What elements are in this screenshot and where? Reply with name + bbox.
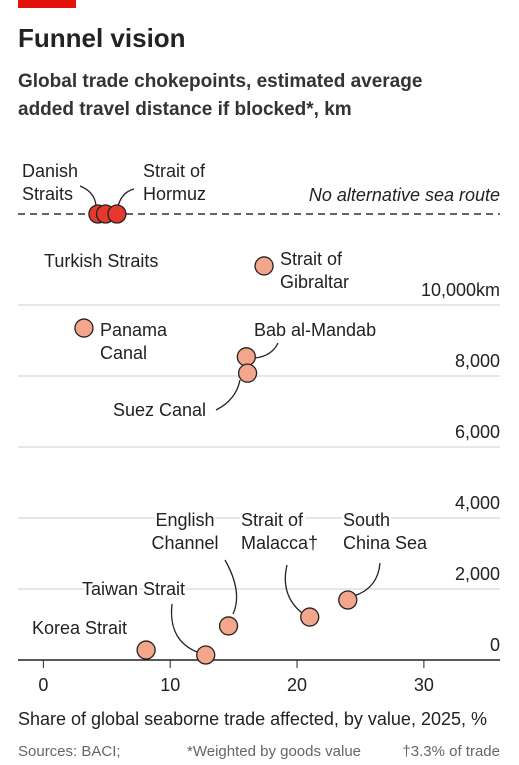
point-label: Bab al-Mandab [254, 320, 376, 340]
point [196, 645, 216, 665]
x-axis-label: Share of global seaborne trade affected,… [18, 709, 487, 729]
point-label: Hormuz [143, 184, 206, 204]
point-label: South [343, 510, 390, 530]
footnote: †3.3% of trade [402, 743, 500, 760]
point [107, 204, 127, 224]
y-tick-label: 0 [490, 635, 500, 655]
point-label: Panama [100, 320, 168, 340]
brand-bar [18, 0, 76, 8]
point-label: Taiwan Strait [82, 579, 185, 599]
leader-line [353, 562, 381, 597]
point [338, 590, 358, 610]
footnote: *Weighted by goods value [187, 743, 361, 760]
y-tick-label: 8,000 [455, 351, 500, 371]
point [236, 347, 256, 367]
chart-title: Funnel vision [18, 23, 186, 53]
leader-line [254, 342, 279, 359]
point-label: Strait of [280, 249, 343, 269]
point-label: China Sea [343, 533, 428, 553]
annotation: No alternative sea route [309, 185, 500, 205]
leader-line [224, 559, 238, 615]
y-tick-label: 4,000 [455, 493, 500, 513]
x-tick-label: 10 [160, 675, 180, 695]
point-label: English [155, 510, 214, 530]
x-tick-label: 0 [38, 675, 48, 695]
point [300, 607, 320, 627]
point-label: Strait of [143, 161, 206, 181]
point-label: Malacca† [241, 533, 318, 553]
point-label: Danish [22, 161, 78, 181]
leader-line [117, 188, 135, 207]
point [136, 640, 156, 660]
y-tick-label: 6,000 [455, 422, 500, 442]
chart-subtitle: Global trade chokepoints, estimated aver… [18, 71, 422, 92]
point-label: Straits [22, 184, 73, 204]
leader-line [215, 379, 241, 411]
point-label: Canal [100, 343, 147, 363]
point-label: Turkish Straits [44, 251, 158, 271]
y-tick-label: 10,000km [421, 280, 500, 300]
point [254, 256, 274, 276]
point [237, 363, 258, 383]
footnote: Sources: BACI; [18, 743, 121, 760]
point-label: Korea Strait [32, 618, 127, 638]
leader-line [284, 564, 303, 614]
leader-line [79, 185, 97, 207]
point [218, 616, 239, 636]
x-tick-label: 30 [414, 675, 434, 695]
y-tick-label: 2,000 [455, 564, 500, 584]
point [74, 318, 94, 338]
point-label: Channel [151, 533, 218, 553]
chart-subtitle: added travel distance if blocked*, km [18, 99, 352, 120]
point-label: Strait of [241, 510, 304, 530]
point-label: Suez Canal [113, 400, 206, 420]
x-tick-label: 20 [287, 675, 307, 695]
leader-line [170, 603, 198, 653]
point-label: Gibraltar [280, 272, 349, 292]
